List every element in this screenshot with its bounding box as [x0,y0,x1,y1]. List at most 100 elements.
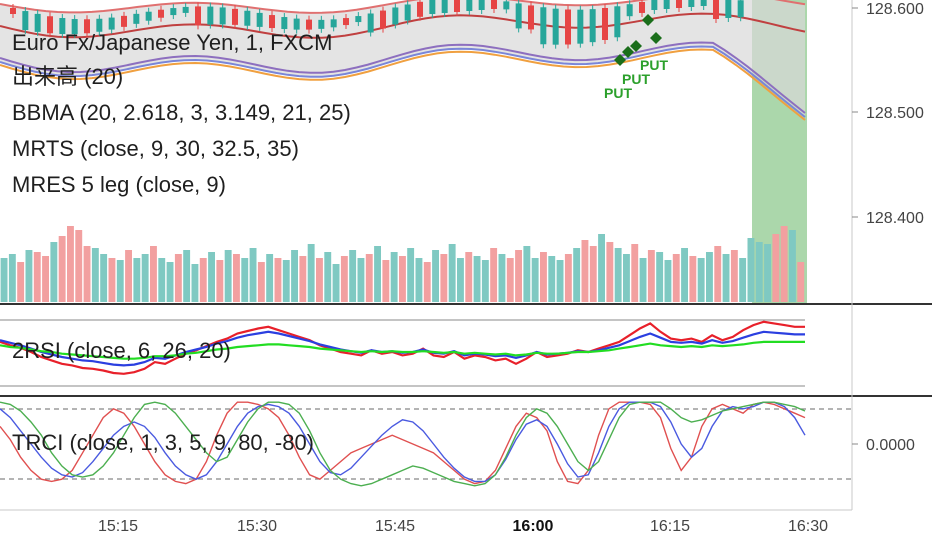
candle-body [614,6,621,38]
volume-bar [75,230,83,302]
volume-bar [598,234,605,302]
volume-bar [166,262,174,302]
volume-bar [498,254,506,302]
candle-body [59,18,66,35]
volume-bar [465,252,473,302]
volume-bar [50,242,58,302]
volume-bar [473,256,481,302]
volume-bar [672,254,680,302]
candle-body [725,0,732,18]
trci-series-line [0,401,806,487]
candle-body [182,6,189,13]
volume-bar [631,244,639,302]
time-tick-1: 15:15 [98,518,138,535]
volume-bar [764,244,771,302]
volume-bar [141,254,149,302]
volume-bar [457,258,464,302]
volume-bar [108,258,116,302]
volume-bar [639,258,647,302]
band-lower-line-1 [0,41,806,114]
time-tick-2: 15:30 [237,518,277,535]
candle-body [22,11,29,31]
volume-bar [150,246,157,302]
volume-bar [432,250,439,302]
volume-bar [307,244,315,302]
volume-bar [25,250,33,302]
volume-bar [249,248,257,302]
candle-body [133,13,140,24]
volume-bar [332,264,340,302]
rsi-series-line [0,320,805,375]
volume-bar [797,262,805,302]
volume-bar [340,256,348,302]
volume-bar [116,260,124,302]
candle-body [269,15,275,29]
candle-body [47,16,53,34]
volume-bar [780,226,788,302]
volume-bar [349,250,357,302]
trci-label: TRCI (close, 1, 3, 5, 9, 80, -80) [12,430,314,455]
volume-bar [183,250,191,302]
candle-body [158,9,164,18]
volume-bar [448,244,456,302]
volume-bar [133,258,141,302]
candle-body [10,8,16,14]
volume-bar [589,246,597,302]
volume-bar [58,236,66,302]
time-tick-5: 16:15 [650,518,690,535]
volume-bar [564,254,572,302]
candle-body [34,13,41,32]
volume-bar [506,258,514,302]
candle-body [663,0,670,9]
volume-bar [407,248,415,302]
volume-bar [556,260,564,302]
volume-bar [755,242,763,302]
price-axis[interactable]: 128.600 128.500 128.400 0.0000 [852,1,924,454]
band-upper-line [0,0,806,14]
volume-bar [191,264,199,302]
volume-bar [714,246,722,302]
volume-bar [125,250,132,302]
candle-body [676,0,682,8]
mrts-label: MRTS (close, 9, 30, 32.5, 35) [12,136,299,161]
candle-body [232,8,238,25]
candle-body [318,19,325,29]
candle-body [96,18,103,32]
candle-body [219,7,226,25]
volume-bar [647,250,655,302]
candle-body [626,4,633,17]
trci-pane[interactable] [0,401,852,487]
signal-diamond [650,32,662,44]
signal-diamond [630,40,642,52]
rsi-pane[interactable] [0,319,805,387]
band-middle-line [0,12,806,39]
candle-body [602,7,608,40]
volume-bar [515,250,522,302]
volume-bar [8,254,16,302]
volume-bar [91,248,99,302]
volume-bar [789,230,796,302]
signal-diamond [642,14,654,26]
rsi-series-line [0,340,805,360]
candle-body [565,9,571,45]
candle-body [478,0,485,10]
candle-body [293,18,300,30]
candle-body [367,13,374,33]
volume-bar [623,254,630,302]
volume-bar [681,248,688,302]
volume-bar [540,252,547,302]
candle-body [589,9,596,43]
volume-bar [274,258,282,302]
candle-body [355,16,362,23]
volume-bar [233,254,240,302]
candle-body [306,19,312,30]
time-axis[interactable]: 15:15 15:30 15:45 16:00 16:15 16:30 [98,518,828,535]
volume-bar [581,240,589,302]
volume-bar [440,254,448,302]
signal-diamond [622,46,634,58]
time-tick-3: 15:45 [375,518,415,535]
candle-body [552,8,559,45]
volume-bar [664,260,672,302]
